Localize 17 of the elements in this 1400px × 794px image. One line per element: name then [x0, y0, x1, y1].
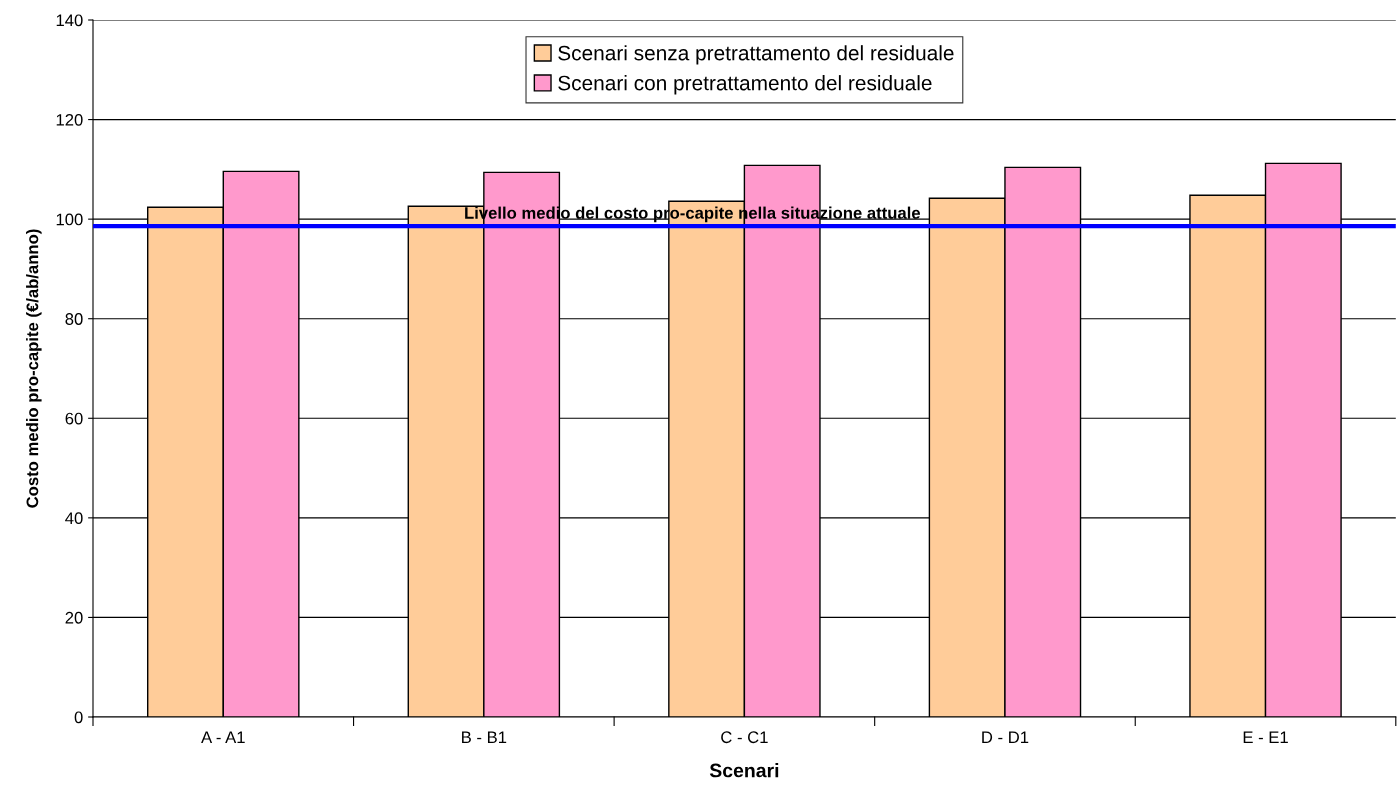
y-tick-label: 120: [56, 113, 83, 126]
x-tick-label: D - D1: [982, 731, 1029, 743]
y-tick-label: 40: [65, 512, 83, 525]
y-tick-label: 140: [56, 14, 83, 27]
y-tick-label: 60: [65, 412, 83, 425]
y-tick-label: 100: [56, 213, 83, 226]
y-axis-title: Costo medio pro-capite (€/ab/anno): [26, 229, 42, 508]
y-tick-label: 0: [74, 711, 83, 724]
x-tick-label: A - A1: [201, 731, 245, 743]
x-tick-label: C - C1: [721, 731, 768, 744]
x-axis-title: Scenari: [709, 763, 779, 778]
y-tick-label: 20: [65, 611, 83, 624]
legend-label: Scenari senza pretrattamento del residuale: [558, 45, 954, 65]
y-tick-label: 80: [65, 313, 83, 325]
x-tick-label: B - B1: [462, 731, 507, 743]
x-tick-label: E - E1: [1243, 731, 1288, 743]
legend-label: Scenari con pretrattamento del residuale: [558, 75, 932, 95]
